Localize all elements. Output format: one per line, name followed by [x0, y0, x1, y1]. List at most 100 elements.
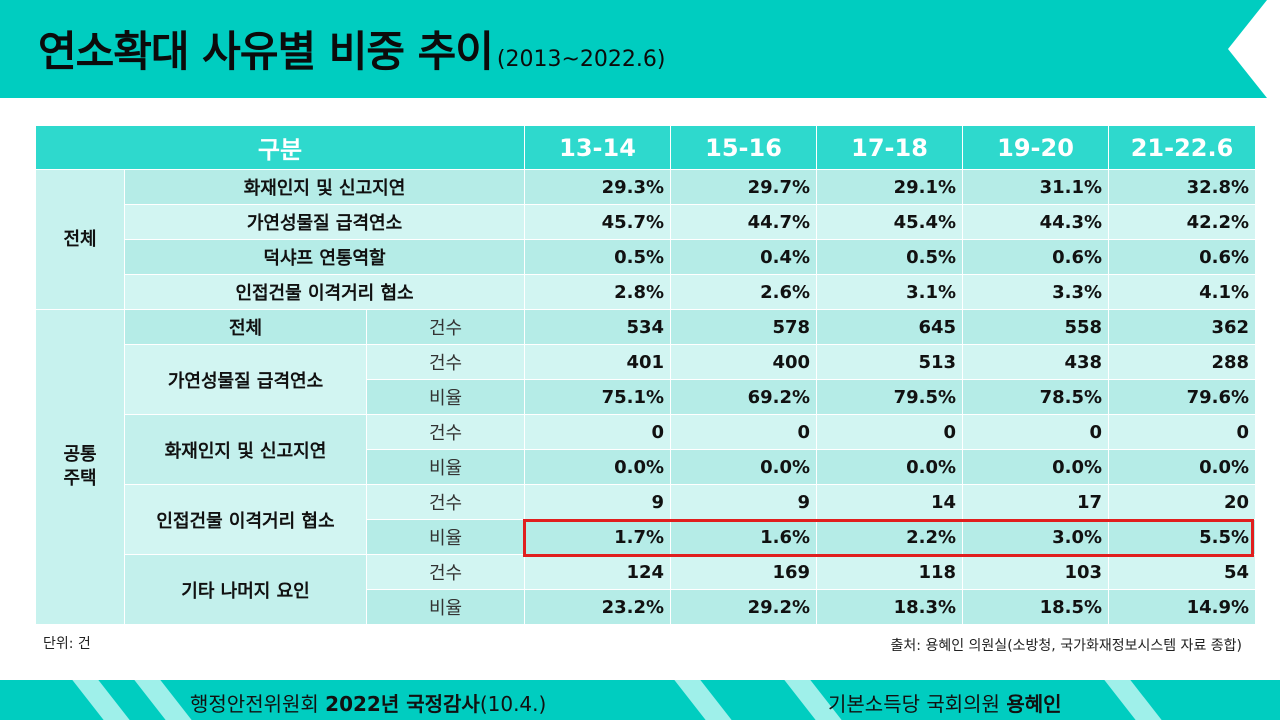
table-row: 화재인지 및 신고지연 건수 0 0 0 0 0	[36, 414, 1257, 485]
cell-value: 362	[1108, 309, 1257, 345]
table-header-row: 구분 13-14 15-16 17-18 19-20 21-22.6	[34, 125, 1257, 170]
table-row: 가연성물질 급격연소 건수 401 400 513 438 288	[36, 344, 1257, 415]
footer-party: 기본소득당 국회의원	[828, 692, 1007, 716]
cell-value: 17	[962, 484, 1110, 520]
cell-value: 578	[670, 309, 818, 345]
group-label-overall: 전체	[35, 169, 125, 310]
cell-value: 0.0%	[962, 449, 1110, 485]
group-label-apartment: 공통 주택	[35, 309, 125, 625]
cell-value: 124	[524, 554, 672, 590]
cell-value: 0	[524, 414, 672, 450]
cell-value: 29.2%	[670, 589, 818, 625]
cell-value: 29.7%	[670, 169, 818, 205]
cell-value: 44.7%	[670, 204, 818, 240]
row-kind: 건수	[365, 344, 526, 380]
title-banner: 연소확대 사유별 비중 추이 (2013~2022.6)	[0, 0, 1280, 98]
cell-value: 69.2%	[670, 379, 818, 415]
cell-value: 0	[670, 414, 818, 450]
row-kind: 비율	[365, 449, 526, 485]
cell-value: 1.6%	[670, 519, 818, 555]
header-period: 13-14	[524, 125, 672, 170]
footer-stripe	[1104, 680, 1162, 720]
title-period: (2013~2022.6)	[496, 47, 666, 72]
row-label: 인접건물 이격거리 협소	[124, 484, 367, 555]
cell-value: 0.6%	[1108, 239, 1257, 275]
cell-value: 534	[524, 309, 672, 345]
table-row: 인접건물 이격거리 협소 2.8% 2.6% 3.1% 3.3% 4.1%	[36, 274, 1257, 310]
cell-value: 54	[1108, 554, 1257, 590]
footer-stripe	[674, 680, 732, 720]
footer-committee-name: 행정안전위원회	[190, 692, 326, 716]
cell-value: 75.1%	[524, 379, 672, 415]
table-row: 전체 화재인지 및 신고지연 29.3% 29.7% 29.1% 31.1% 3…	[35, 169, 1257, 310]
cell-value: 4.1%	[1108, 274, 1257, 310]
cell-value: 9	[524, 484, 672, 520]
table-row: 비율 75.1% 69.2% 79.5% 78.5% 79.6%	[36, 379, 1257, 415]
cell-value: 0.0%	[670, 449, 818, 485]
cell-value: 438	[962, 344, 1110, 380]
cell-value: 2.8%	[524, 274, 672, 310]
cell-value: 79.6%	[1108, 379, 1257, 415]
cell-value: 0.0%	[1108, 449, 1257, 485]
cell-value: 3.3%	[962, 274, 1110, 310]
cell-value: 31.1%	[962, 169, 1110, 205]
cell-value: 5.5%	[1108, 519, 1257, 555]
unit-note: 단위: 건	[43, 636, 91, 652]
cell-value: 32.8%	[1108, 169, 1257, 205]
row-label: 화재인지 및 신고지연	[124, 414, 367, 485]
cell-value: 0.5%	[816, 239, 964, 275]
cell-value: 18.3%	[816, 589, 964, 625]
cell-value: 3.0%	[962, 519, 1110, 555]
cell-value: 558	[962, 309, 1110, 345]
row-label: 가연성물질 급격연소	[123, 204, 526, 240]
footer-member: 기본소득당 국회의원 용혜인	[828, 688, 1062, 717]
cell-value: 23.2%	[524, 589, 672, 625]
header-period: 21-22.6	[1108, 125, 1257, 170]
cell-value: 79.5%	[816, 379, 964, 415]
cell-value: 118	[816, 554, 964, 590]
cell-value: 45.7%	[524, 204, 672, 240]
cell-value: 42.2%	[1108, 204, 1257, 240]
row-label: 전체	[124, 309, 367, 345]
table-row: 기타 나머지 요인 건수 124 169 118 103 54	[36, 554, 1257, 625]
cell-value: 2.2%	[816, 519, 964, 555]
header-period: 19-20	[962, 125, 1110, 170]
cell-value: 1.7%	[524, 519, 672, 555]
footer-bar: 행정안전위원회 2022년 국정감사(10.4.) 기본소득당 국회의원 용혜인	[0, 680, 1280, 720]
row-kind: 건수	[365, 309, 526, 345]
cell-value: 14	[816, 484, 964, 520]
cell-value: 20	[1108, 484, 1257, 520]
table-row: 비율 0.0% 0.0% 0.0% 0.0% 0.0%	[36, 449, 1257, 485]
table-row: 공통 주택 전체 건수 534 578 645 558 362	[35, 309, 1257, 625]
page-title: 연소확대 사유별 비중 추이 (2013~2022.6)	[38, 18, 666, 79]
cell-value: 45.4%	[816, 204, 964, 240]
cell-value: 0	[1108, 414, 1257, 450]
row-kind: 건수	[365, 554, 526, 590]
cell-value: 169	[670, 554, 818, 590]
cell-value: 3.1%	[816, 274, 964, 310]
table-row: 인접건물 이격거리 협소 건수 9 9 14 17 20	[36, 484, 1257, 555]
cell-value: 0.0%	[816, 449, 964, 485]
table-row: 가연성물질 급격연소 45.7% 44.7% 45.4% 44.3% 42.2%	[36, 204, 1257, 240]
table-row: 덕샤프 연통역할 0.5% 0.4% 0.5% 0.6% 0.6%	[36, 239, 1257, 275]
banner-notch	[1228, 0, 1280, 98]
row-kind: 비율	[365, 519, 526, 555]
row-kind: 건수	[365, 484, 526, 520]
cell-value: 0.6%	[962, 239, 1110, 275]
footer-committee: 행정안전위원회 2022년 국정감사(10.4.)	[190, 688, 546, 717]
title-main: 연소확대 사유별 비중 추이	[38, 27, 494, 76]
cell-value: 103	[962, 554, 1110, 590]
source-note: 출처: 용혜인 의원실(소방청, 국가화재정보시스템 자료 종합)	[890, 638, 1242, 654]
cell-value: 288	[1108, 344, 1257, 380]
row-label: 인접건물 이격거리 협소	[123, 274, 526, 310]
row-label: 가연성물질 급격연소	[124, 344, 367, 415]
cell-value: 0	[816, 414, 964, 450]
cell-value: 0.5%	[524, 239, 672, 275]
cell-value: 0.4%	[670, 239, 818, 275]
row-label: 기타 나머지 요인	[124, 554, 367, 625]
row-kind: 비율	[365, 379, 526, 415]
cell-value: 14.9%	[1108, 589, 1257, 625]
cell-value: 513	[816, 344, 964, 380]
footer-stripe	[72, 680, 130, 720]
cell-value: 645	[816, 309, 964, 345]
